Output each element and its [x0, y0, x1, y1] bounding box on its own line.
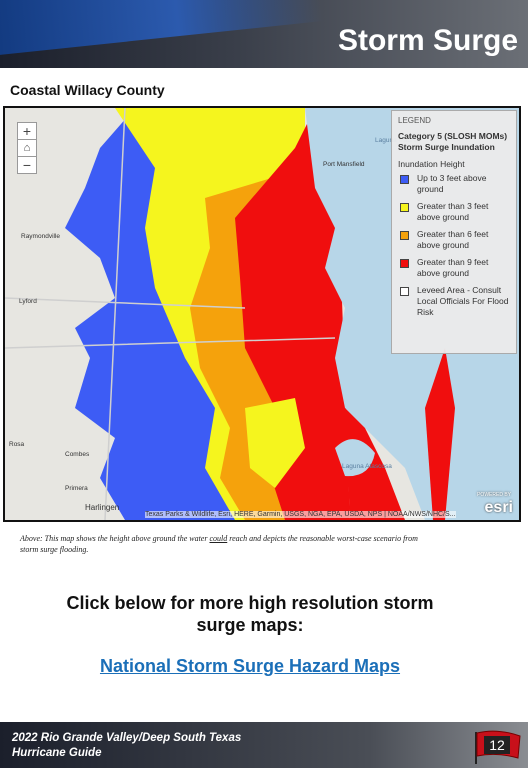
legend-item: Greater than 3 feet above ground	[398, 201, 510, 223]
place-label: Port Mansfield	[323, 161, 365, 168]
legend-swatch	[400, 259, 409, 268]
legend-label: Leveed Area - Consult Local Officials Fo…	[417, 285, 509, 317]
red-zone	[235, 108, 350, 520]
call-to-action: Click below for more high resolution sto…	[66, 593, 434, 635]
legend-heading: LEGEND	[398, 116, 431, 125]
flag-square	[484, 736, 510, 754]
caption: Above: This map shows the height above g…	[20, 533, 430, 555]
place-label: Primera	[65, 485, 88, 492]
legend-swatch	[400, 287, 409, 296]
esri-logo: esri	[484, 499, 513, 516]
legend-item: Greater than 9 feet above ground	[398, 257, 510, 279]
map-canvas: Raymondville Lyford Rosa Combes Primera …	[5, 108, 519, 520]
page-title: Storm Surge	[337, 24, 518, 57]
page-flag: 12	[475, 730, 521, 764]
legend-label: Up to 3 feet above ground	[417, 173, 487, 194]
caption-emphasis: could	[209, 534, 228, 543]
legend-items: Up to 3 feet above ground Greater than 3 …	[398, 173, 510, 318]
surge-map[interactable]: Raymondville Lyford Rosa Combes Primera …	[3, 106, 521, 522]
powered-by: POWERED BY	[477, 492, 511, 498]
legend-swatch	[400, 175, 409, 184]
page-number: 12	[489, 737, 505, 753]
footer: 2022 Rio Grande Valley/Deep South Texas …	[0, 722, 528, 768]
header-swoosh	[0, 0, 323, 59]
guide-title: 2022 Rio Grande Valley/Deep South Texas …	[12, 732, 242, 759]
legend-swatch	[400, 231, 409, 240]
place-label: Raymondville	[21, 233, 60, 240]
home-button[interactable]: ⌂	[17, 139, 37, 157]
yellow-patch	[245, 398, 305, 488]
map-legend: LEGEND Category 5 (SLOSH MOMs) Storm Sur…	[391, 110, 517, 354]
legend-item: Up to 3 feet above ground	[398, 173, 510, 195]
barrier-island	[425, 348, 455, 520]
legend-label: Greater than 3 feet above ground	[417, 201, 489, 222]
legend-label: Greater than 9 feet above ground	[417, 257, 489, 278]
zoom-in-button[interactable]: +	[17, 122, 37, 140]
attribution: Texas Parks & Wildlife, Esri, HERE, Garm…	[145, 511, 456, 518]
place-label: Combes	[65, 451, 90, 458]
legend-label: Greater than 6 feet above ground	[417, 229, 489, 250]
lagoon	[335, 439, 375, 477]
header-banner: Storm Surge	[0, 0, 528, 68]
zoom-out-button[interactable]: −	[17, 156, 37, 174]
place-label: Lyford	[19, 298, 37, 305]
place-label: Harlingen	[85, 503, 119, 512]
legend-swatch	[400, 203, 409, 212]
caption-text: reach and depicts the reasonable worst-c…	[20, 534, 418, 554]
place-label: Laguna Atascosa	[342, 463, 392, 470]
subtitle: Coastal Willacy County	[10, 82, 165, 98]
road	[5, 108, 336, 520]
legend-layer: Category 5 (SLOSH MOMs) Storm Surge Inun…	[398, 131, 508, 152]
legend-item: Greater than 6 feet above ground	[398, 229, 510, 251]
caption-text: Above: This map shows the height above g…	[20, 534, 210, 543]
legend-item: Leveed Area - Consult Local Officials Fo…	[398, 285, 510, 318]
shore-red	[345, 408, 405, 520]
legend-field: Inundation Height	[398, 159, 465, 169]
place-label: Rosa	[9, 441, 25, 448]
hazard-maps-link[interactable]: National Storm Surge Hazard Maps	[99, 656, 401, 676]
